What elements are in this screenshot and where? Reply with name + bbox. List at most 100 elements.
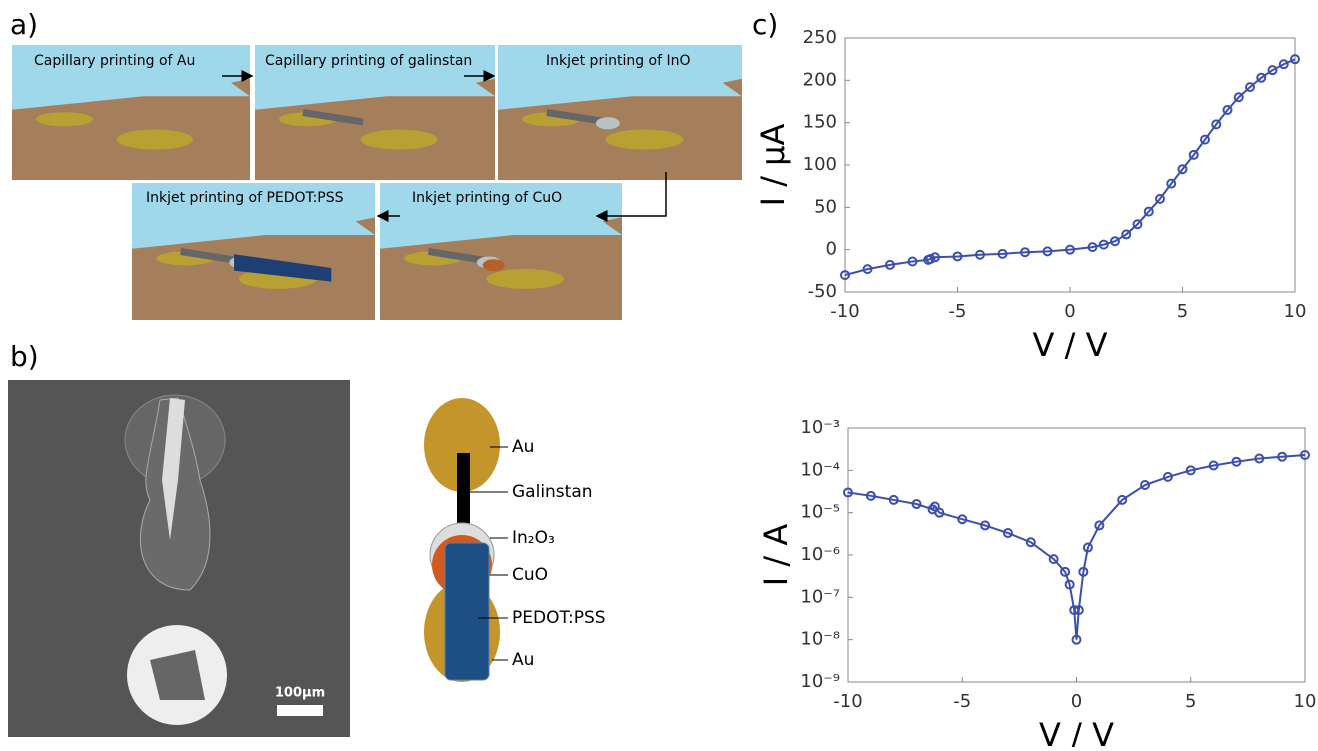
ino	[595, 117, 620, 130]
ground	[255, 78, 495, 180]
data-point	[1166, 178, 1177, 189]
panel-label: a)	[10, 8, 38, 41]
panel-a	[12, 45, 742, 320]
scale-bar	[277, 705, 323, 716]
data-point	[1073, 605, 1084, 616]
y-tick-label: 100	[803, 154, 837, 175]
data-point	[865, 490, 876, 501]
y-axis-label: I / μA	[754, 123, 792, 206]
x-axis-label: V / V	[1033, 326, 1108, 364]
data-point	[1117, 494, 1128, 505]
panel-label: b)	[10, 340, 39, 373]
galinstan	[302, 109, 364, 126]
data-point	[840, 270, 850, 281]
data-point	[1060, 566, 1071, 577]
pad-core	[150, 650, 205, 700]
diagram-label: In₂O₃	[512, 528, 555, 548]
data-point	[1211, 119, 1222, 130]
x-axis-label: V / V	[1039, 716, 1114, 747]
data-point	[885, 259, 895, 270]
x-tick-label: 10	[1284, 301, 1307, 322]
diagram-label: Au	[512, 437, 534, 457]
au-pad	[360, 129, 438, 150]
scale-label: 100μm	[275, 686, 325, 701]
data-point	[1300, 450, 1310, 461]
data-point	[1071, 634, 1082, 645]
y-tick-label: 10⁻⁴	[800, 459, 840, 480]
data-point	[1110, 236, 1120, 247]
data-point	[1155, 193, 1165, 204]
y-tick-label: 10⁻⁸	[800, 629, 840, 650]
data-point	[1025, 537, 1036, 548]
data-point	[1185, 465, 1196, 476]
data-point	[1094, 520, 1105, 531]
y-tick-label: -50	[808, 281, 837, 302]
data-point	[911, 499, 922, 510]
diagram-label: CuO	[512, 565, 548, 585]
y-tick-label: 250	[803, 27, 837, 48]
data-point	[930, 252, 940, 263]
data-point	[1065, 244, 1075, 255]
data-point	[952, 251, 963, 262]
data-point	[1064, 579, 1075, 590]
au-pad	[605, 129, 684, 150]
data-point	[957, 514, 968, 525]
series-line	[847, 454, 1306, 640]
x-tick-label: 5	[1177, 301, 1188, 322]
y-tick-label: 10⁻³	[800, 417, 840, 438]
data-point	[1121, 229, 1132, 240]
data-point	[1162, 471, 1173, 482]
x-tick-label: 0	[1064, 301, 1075, 322]
step-label: Capillary printing of galinstan	[265, 53, 472, 69]
data-point	[1208, 460, 1219, 471]
data-point	[1177, 164, 1188, 175]
data-point	[1254, 453, 1265, 464]
y-tick-label: 0	[826, 239, 837, 260]
data-point	[1098, 239, 1109, 250]
au-pad	[424, 398, 500, 492]
x-tick-label: 10	[1294, 691, 1317, 712]
diagram-label: Galinstan	[512, 482, 593, 502]
data-point	[934, 507, 945, 518]
au-pad	[116, 129, 193, 150]
y-tick-label: 150	[803, 112, 837, 133]
leaders	[470, 446, 508, 661]
data-point	[980, 520, 991, 531]
cuo	[482, 259, 505, 272]
data-point	[1002, 528, 1013, 539]
data-point	[1087, 242, 1098, 253]
step-label: Capillary printing of Au	[34, 53, 195, 69]
data-point	[1256, 72, 1267, 83]
data-point	[862, 264, 873, 275]
data-point	[1078, 566, 1089, 577]
data-point	[1020, 247, 1030, 258]
x-tick-label: -5	[949, 301, 967, 322]
data-point	[1188, 149, 1199, 160]
au-pad	[35, 112, 93, 127]
data-point	[1048, 554, 1059, 565]
y-tick-label: 10⁻⁷	[800, 586, 840, 607]
data-point	[1132, 219, 1143, 230]
diagram-label: Au	[512, 650, 534, 670]
x-tick-label: -10	[833, 691, 862, 712]
series-line	[844, 58, 1296, 277]
data-point	[1267, 65, 1278, 76]
x-tick-label: -10	[830, 301, 859, 322]
pedot	[444, 542, 490, 681]
ground	[498, 78, 742, 180]
data-point	[1233, 92, 1244, 103]
data-point	[1277, 451, 1288, 462]
data-point	[1082, 542, 1093, 553]
data-point	[1140, 480, 1151, 491]
panel-label: c)	[752, 8, 778, 41]
x-tick-label: -5	[953, 691, 971, 712]
data-point	[1245, 82, 1255, 93]
data-point	[1069, 605, 1080, 616]
y-tick-label: 10⁻⁵	[800, 502, 840, 523]
x-tick-label: 0	[1071, 691, 1082, 712]
data-point	[975, 249, 985, 260]
y-tick-label: 10⁻⁶	[800, 544, 840, 565]
x-tick-label: 5	[1185, 691, 1196, 712]
arrow	[595, 172, 667, 222]
